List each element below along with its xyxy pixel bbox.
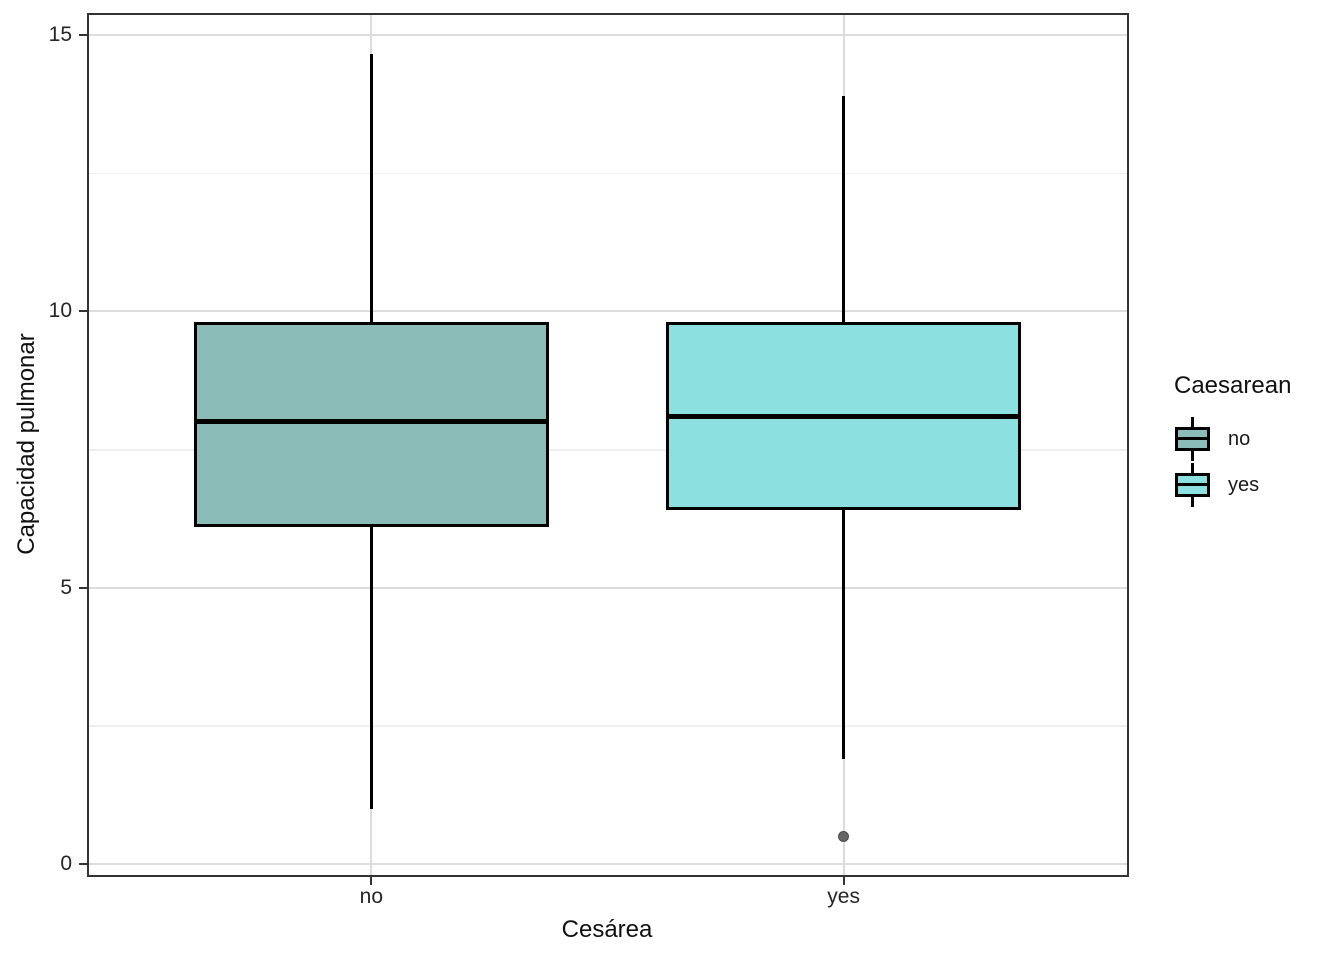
x-tick-label: yes: [827, 885, 860, 908]
gridline-major: [88, 863, 1127, 865]
legend-entry: yes: [1160, 462, 1344, 508]
y-tick-label: 10: [48, 299, 72, 323]
boxplot-whisker-upper: [369, 54, 373, 323]
key-part: [1191, 463, 1194, 473]
gridline-major: [88, 34, 1127, 36]
x-tick-mark: [842, 877, 845, 885]
key-part: [1191, 417, 1194, 427]
legend-title: Caesarean: [1174, 372, 1292, 399]
gridline-major: [88, 586, 1127, 589]
key-part: [1191, 497, 1194, 507]
boxplot-key-icon: [1174, 416, 1212, 462]
y-tick-mark: [79, 586, 88, 589]
boxplot-median: [193, 419, 549, 425]
gridline-major: [88, 310, 1127, 313]
y-tick-label: 0: [60, 852, 72, 875]
boxplot-whisker-lower: [842, 510, 846, 759]
key-part: [1191, 451, 1194, 461]
boxplot-box: [193, 322, 549, 527]
legend-entry-label: yes: [1228, 473, 1260, 496]
y-tick-mark: [79, 863, 88, 865]
y-tick-label: 15: [48, 23, 72, 46]
y-tick-mark: [79, 34, 88, 36]
boxplot-whisker-lower: [369, 526, 373, 809]
boxplot-median: [666, 413, 1022, 419]
boxplot-whisker-upper: [842, 95, 846, 323]
x-axis-title: Cesárea: [561, 916, 653, 943]
y-tick-label: 5: [60, 575, 72, 599]
legend-entry-label: no: [1228, 427, 1251, 450]
legend-entries: no yes: [1160, 416, 1344, 508]
gridline-minor: [88, 449, 1127, 451]
y-axis-title: Capacidad pulmonar: [13, 333, 40, 555]
boxplot-key-icon: [1174, 462, 1212, 508]
plot-panel: [88, 14, 1127, 875]
y-tick-mark: [79, 310, 88, 313]
gridline-minor: [88, 725, 1127, 727]
key-part: [1178, 437, 1207, 440]
key-part: [1178, 483, 1207, 486]
gridline-minor: [88, 172, 1127, 175]
x-tick-label: no: [359, 885, 384, 908]
legend: Caesarean no yes: [1160, 372, 1344, 508]
outlier-point: [838, 830, 850, 842]
x-tick-mark: [370, 877, 373, 885]
legend-entry: no: [1160, 416, 1344, 462]
